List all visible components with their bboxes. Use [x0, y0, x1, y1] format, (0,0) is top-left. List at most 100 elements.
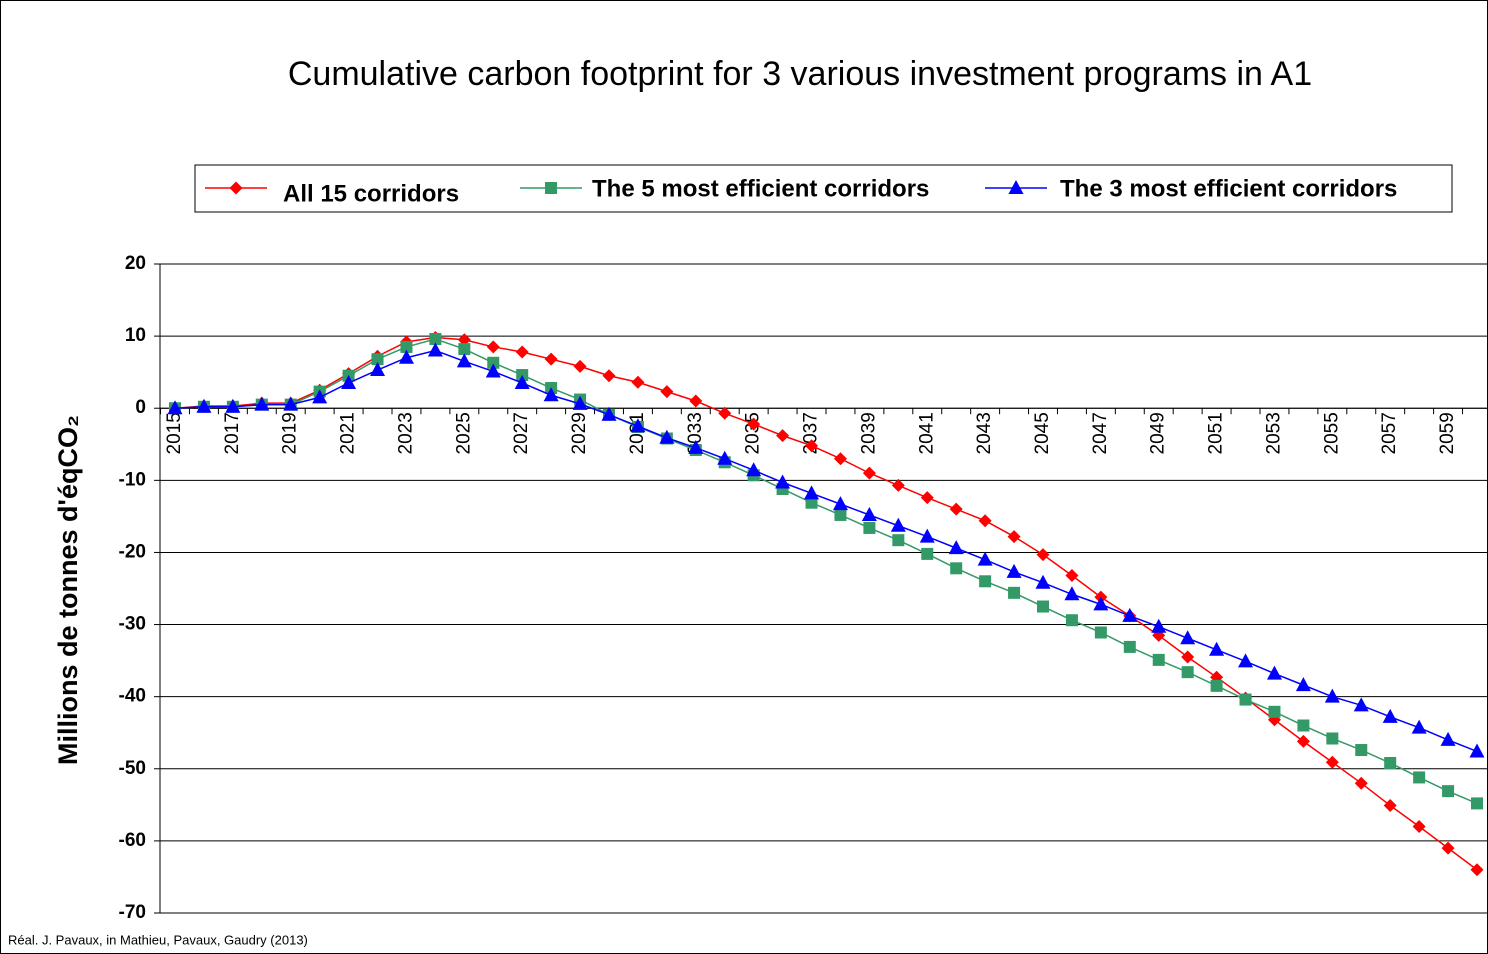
point-marker [833, 452, 847, 466]
point-marker [1440, 731, 1456, 746]
point-marker [659, 429, 675, 444]
point-marker [573, 359, 587, 373]
y-tick-label: 10 [125, 325, 146, 346]
legend-box [194, 164, 1453, 213]
point-marker [602, 369, 616, 383]
x-tick-label: 2045 [1032, 412, 1053, 454]
point-marker [1470, 863, 1484, 877]
point-marker [1382, 708, 1398, 723]
point-marker [804, 485, 820, 500]
series-line [174, 336, 1478, 871]
y-axis-label: Millions de tonnes d'éqCO₂ [53, 415, 83, 765]
point-marker [834, 508, 847, 521]
x-tick-label: 2041 [916, 412, 937, 454]
point-marker [1268, 705, 1281, 718]
x-tick-label: 2021 [338, 412, 359, 454]
point-marker [1325, 755, 1339, 769]
point-marker [1384, 757, 1397, 770]
point-marker [718, 406, 732, 420]
point-marker [776, 429, 790, 443]
point-marker [254, 396, 270, 411]
point-marker [1093, 596, 1109, 611]
point-marker [1412, 819, 1426, 833]
point-marker [1065, 569, 1079, 583]
y-tick-label: -60 [119, 830, 146, 851]
point-marker [487, 356, 500, 369]
y-tick-label: 20 [125, 253, 146, 274]
point-marker [861, 506, 877, 521]
x-tick-label: 2031 [627, 412, 648, 454]
point-marker [544, 352, 558, 366]
point-marker [1471, 797, 1483, 810]
point-marker [1324, 688, 1340, 703]
point-marker [341, 374, 357, 389]
point-marker [1180, 630, 1196, 645]
point-marker [1441, 841, 1455, 855]
x-tick-label: 2027 [511, 412, 532, 454]
point-marker [398, 349, 414, 364]
x-tick-label: 2053 [1263, 412, 1284, 454]
point-marker [229, 181, 243, 195]
x-tick-label: 2023 [395, 412, 416, 454]
x-tick-label: 2043 [974, 412, 995, 454]
point-marker [458, 343, 471, 356]
point-marker [429, 332, 442, 345]
point-marker [1355, 744, 1368, 757]
point-marker [630, 418, 646, 433]
point-marker [660, 385, 674, 399]
point-marker [921, 547, 934, 560]
point-marker [775, 474, 791, 489]
x-tick-label: 2059 [1437, 412, 1458, 454]
y-tick-label: -40 [119, 686, 146, 707]
point-marker [1326, 732, 1339, 745]
point-marker [572, 395, 588, 410]
point-marker [1065, 614, 1078, 627]
point-marker [948, 540, 964, 555]
legend-label: The 3 most efficient corridors [1060, 175, 1397, 202]
point-marker [1152, 653, 1165, 666]
chart-title: Cumulative carbon footprint for 3 variou… [288, 55, 1312, 93]
point-marker [1006, 563, 1022, 578]
source-note: Réal. J. Pavaux, in Mathieu, Pavaux, Gau… [8, 932, 308, 947]
point-marker [1008, 586, 1021, 599]
y-tick-label: -20 [119, 541, 146, 562]
point-marker [890, 517, 906, 532]
x-tick-label: 2049 [1148, 412, 1169, 454]
point-marker [1181, 666, 1194, 679]
point-marker [949, 502, 963, 516]
point-marker [920, 491, 934, 505]
point-marker [950, 562, 963, 575]
point-marker [1122, 607, 1138, 622]
x-tick-label: 2051 [1206, 412, 1227, 454]
point-marker [832, 496, 848, 511]
x-tick-label: 2015 [164, 412, 185, 454]
point-marker [1383, 799, 1397, 813]
point-marker [746, 462, 762, 477]
point-marker [1411, 719, 1427, 734]
point-marker [601, 406, 617, 421]
x-tick-label: 2025 [453, 412, 474, 454]
x-tick-label: 2019 [280, 412, 301, 454]
point-marker [862, 466, 876, 480]
series-line [174, 338, 1478, 805]
x-tick-label: 2055 [1321, 412, 1342, 454]
legend-label: The 5 most efficient corridors [592, 175, 929, 202]
x-tick-label: 2057 [1379, 412, 1400, 454]
x-tick-label: 2047 [1090, 412, 1111, 454]
point-marker [1210, 679, 1223, 692]
point-marker [427, 342, 443, 357]
point-marker [631, 375, 645, 389]
point-marker [371, 353, 384, 366]
point-marker [863, 521, 876, 534]
point-marker [1469, 743, 1485, 758]
y-tick-label: -10 [119, 469, 146, 490]
point-marker [747, 417, 761, 431]
point-marker [1094, 626, 1107, 639]
point-marker [312, 389, 328, 404]
point-marker [1008, 180, 1024, 194]
point-marker [196, 398, 212, 413]
point-marker [545, 182, 557, 194]
point-marker [1239, 693, 1252, 706]
